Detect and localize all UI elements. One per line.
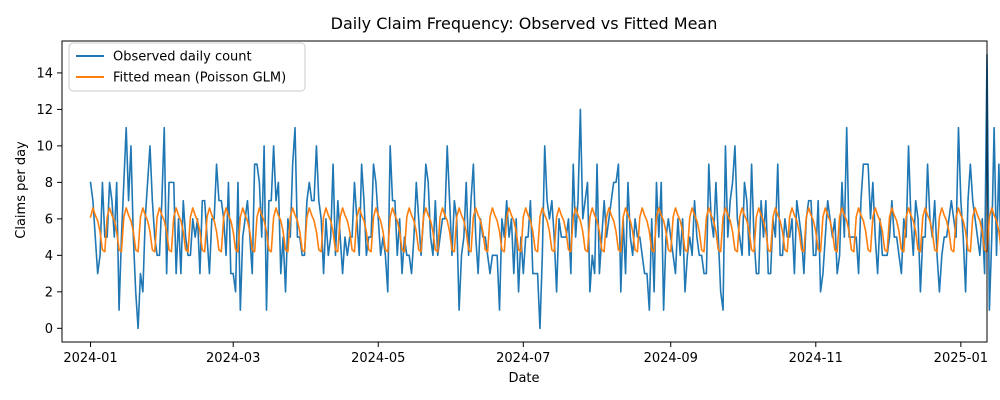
plot-frame: [61, 40, 988, 343]
x-axis-tick-label: 2024-01: [63, 351, 117, 366]
legend-observed-label: Observed daily count: [113, 50, 252, 65]
y-axis-tick-label: 6: [45, 212, 53, 227]
x-axis-label: Date: [508, 371, 539, 386]
x-axis-tick-label: 2025-01: [934, 351, 988, 366]
legend: Observed daily count Fitted mean (Poisson…: [68, 42, 306, 92]
y-axis-tick-label: 4: [45, 249, 53, 264]
y-axis-tick-label: 12: [36, 103, 53, 118]
fitted-series-line: [89, 207, 1000, 253]
x-axis-tick-label: 2024-11: [789, 351, 843, 366]
series-layer: [89, 53, 1000, 330]
y-axis-label: Claims per day: [14, 141, 29, 239]
y-axis-tick-label: 10: [36, 139, 53, 154]
x-axis-tick-label: 2024-05: [351, 351, 405, 366]
x-axis-tick-label: 2024-03: [206, 351, 260, 366]
legend-box: [68, 42, 306, 92]
y-axis-tick-label: 8: [45, 176, 53, 191]
chart-title: Daily Claim Frequency: Observed vs Fitte…: [331, 14, 718, 33]
y-axis-tick-label: 2: [45, 285, 53, 300]
x-axis-tick-label: 2024-09: [644, 351, 698, 366]
legend-fitted-label: Fitted mean (Poisson GLM): [113, 71, 286, 86]
y-axis-tick-label: 0: [45, 322, 53, 337]
axis-layer: 2024-01 2024-03 2024-05 2024-07 2024-09 2024-…: [36, 40, 988, 366]
observed-series-line: [89, 53, 1000, 330]
x-axis-tick-label: 2024-07: [496, 351, 550, 366]
y-axis-tick-label: 14: [36, 66, 53, 81]
